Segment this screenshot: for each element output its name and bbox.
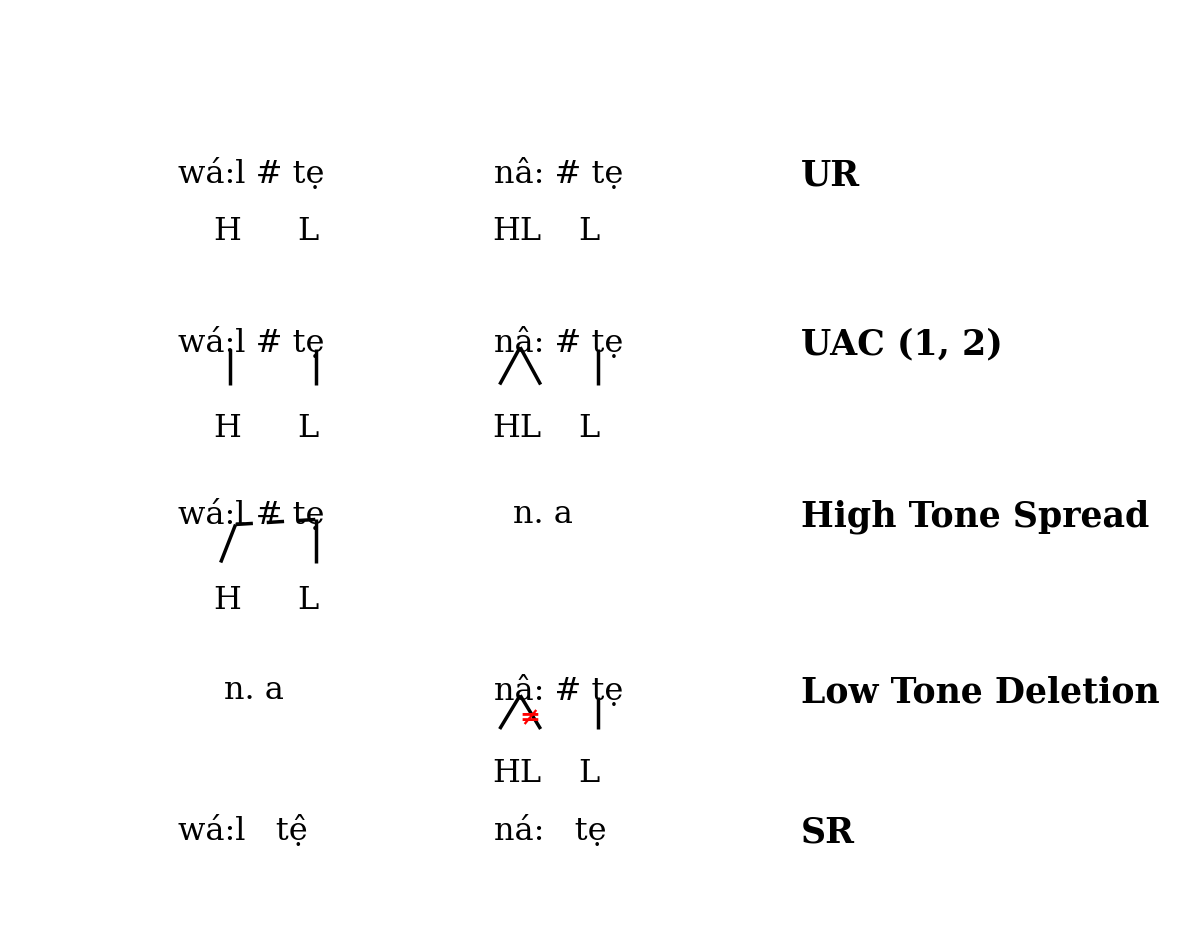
Text: L: L (578, 216, 599, 247)
Text: High Tone Spread: High Tone Spread (802, 500, 1150, 534)
Text: ná:   tẹ: ná: tẹ (494, 816, 607, 847)
Text: L: L (296, 413, 318, 445)
Text: nâ: # tẹ: nâ: # tẹ (494, 675, 624, 707)
Text: H: H (214, 216, 241, 247)
Text: wá:l # tẹ: wá:l # tẹ (178, 327, 324, 359)
Text: H: H (214, 585, 241, 616)
Text: HL: HL (492, 216, 541, 247)
Text: UAC (1, 2): UAC (1, 2) (802, 327, 1003, 361)
Text: wá:l # tẹ: wá:l # tẹ (178, 158, 324, 190)
Text: n. a: n. a (224, 675, 284, 706)
Text: SR: SR (802, 816, 854, 849)
Text: L: L (296, 216, 318, 247)
Text: wá:l   tệ: wá:l tệ (178, 816, 307, 847)
Text: L: L (578, 413, 599, 445)
Text: H: H (214, 413, 241, 445)
Text: wá:l # tẹ: wá:l # tẹ (178, 500, 324, 531)
Text: nâ: # tẹ: nâ: # tẹ (494, 327, 624, 359)
Text: HL: HL (492, 413, 541, 445)
Text: ≠: ≠ (518, 706, 540, 731)
Text: L: L (578, 758, 599, 788)
Text: n. a: n. a (512, 500, 572, 530)
Text: L: L (296, 585, 318, 616)
Text: Low Tone Deletion: Low Tone Deletion (802, 675, 1159, 709)
Text: nâ: # tẹ: nâ: # tẹ (494, 158, 624, 190)
Text: UR: UR (802, 158, 860, 193)
Text: HL: HL (492, 758, 541, 788)
